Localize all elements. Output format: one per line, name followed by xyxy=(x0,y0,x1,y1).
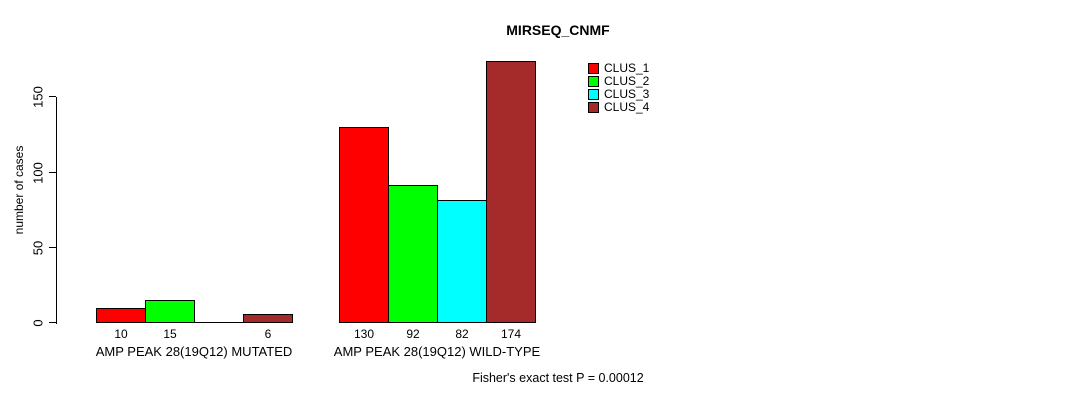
y-tick-label: 150 xyxy=(30,86,46,108)
bar-clus_2-mutated xyxy=(145,300,195,323)
y-tick-mark xyxy=(49,96,56,97)
bar-value-label: 6 xyxy=(264,327,272,341)
bar-value-label: 174 xyxy=(500,327,522,341)
legend-swatch-clus_2 xyxy=(588,76,599,87)
bar-clus_2-wild-type xyxy=(388,185,438,323)
legend-item-clus_3: CLUS_3 xyxy=(588,88,649,101)
bar-clus_3-wild-type xyxy=(437,200,487,323)
bar-clus_4-wild-type xyxy=(486,61,536,323)
legend-item-clus_1: CLUS_1 xyxy=(588,62,649,75)
legend-label: CLUS_1 xyxy=(604,61,650,75)
bar-value-label: 10 xyxy=(114,327,128,341)
y-tick-mark xyxy=(49,322,56,323)
y-tick-label: 50 xyxy=(30,240,46,256)
bar-clus_1-wild-type xyxy=(339,127,389,323)
chart-title: MIRSEQ_CNMF xyxy=(506,22,610,38)
y-tick-label: 0 xyxy=(30,319,46,327)
bar-value-label: 15 xyxy=(163,327,177,341)
fisher-test-annotation: Fisher's exact test P = 0.00012 xyxy=(472,371,644,385)
y-tick-mark xyxy=(49,247,56,248)
bar-value-label: 92 xyxy=(406,327,420,341)
bar-clus_4-mutated xyxy=(243,314,293,323)
legend: CLUS_1 CLUS_2 CLUS_3 CLUS_4 xyxy=(588,62,649,114)
bar-value-label: 130 xyxy=(353,327,375,341)
legend-label: CLUS_3 xyxy=(604,87,650,101)
legend-item-clus_2: CLUS_2 xyxy=(588,75,649,88)
bar-clus_1-mutated xyxy=(96,308,146,323)
bar-value-label: 82 xyxy=(455,327,469,341)
y-axis-line xyxy=(56,97,57,324)
legend-label: CLUS_4 xyxy=(604,100,650,114)
y-tick-mark xyxy=(49,172,56,173)
legend-swatch-clus_4 xyxy=(588,102,599,113)
legend-item-clus_4: CLUS_4 xyxy=(588,101,649,114)
y-tick-label: 100 xyxy=(30,162,46,184)
legend-swatch-clus_1 xyxy=(588,63,599,74)
category-label-wild-type: AMP PEAK 28(19Q12) WILD-TYPE xyxy=(333,344,541,359)
legend-swatch-clus_3 xyxy=(588,89,599,100)
y-axis-label: number of cases xyxy=(12,145,26,235)
legend-label: CLUS_2 xyxy=(604,74,650,88)
category-label-mutated: AMP PEAK 28(19Q12) MUTATED xyxy=(95,344,293,359)
